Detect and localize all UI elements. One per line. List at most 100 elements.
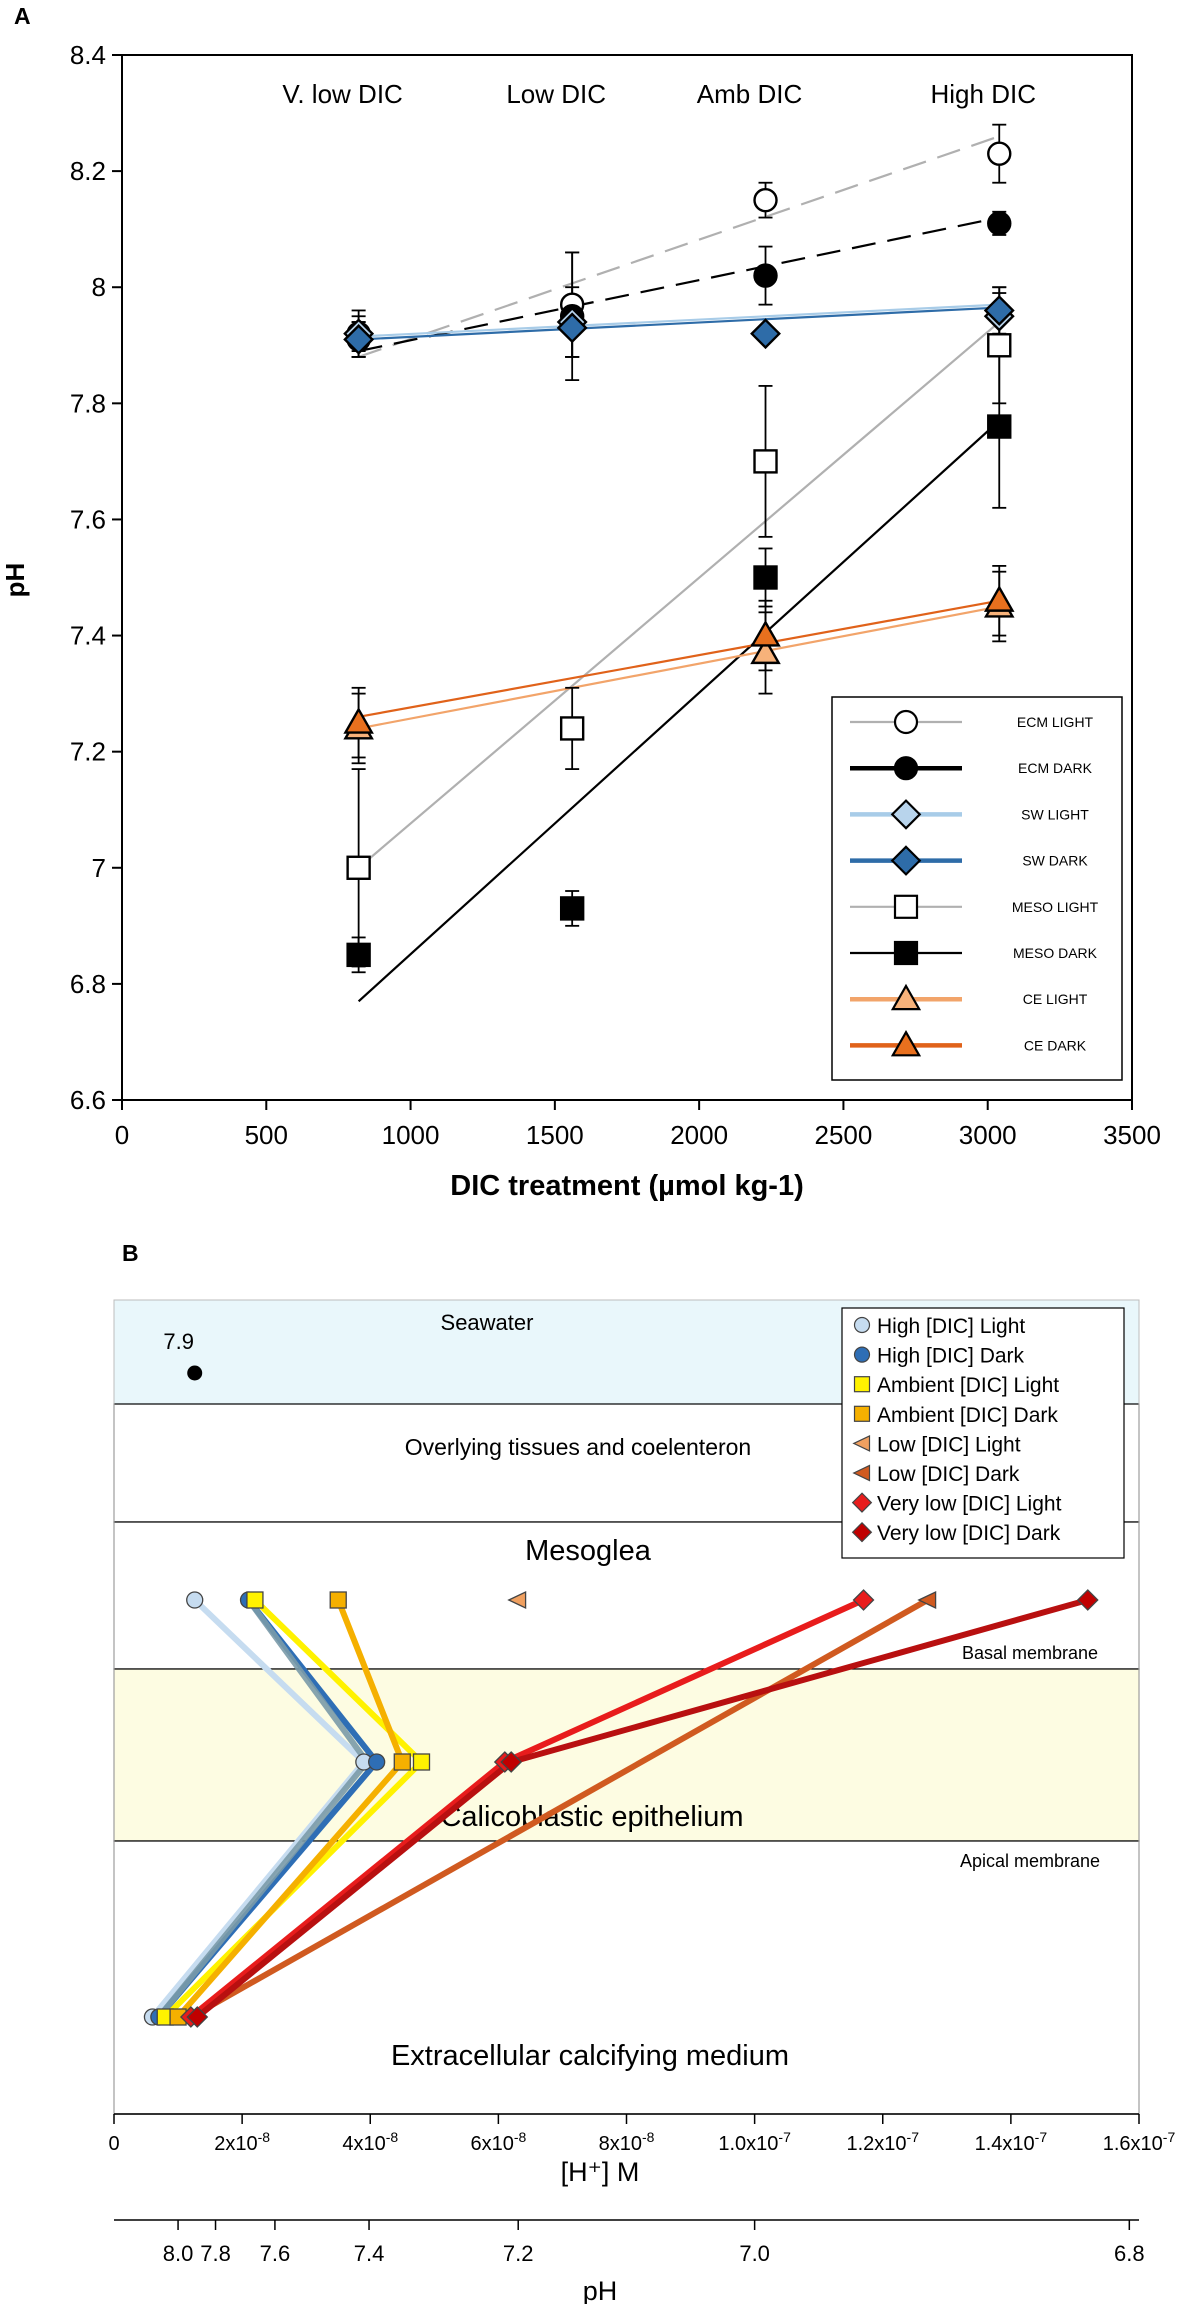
profile-point (412, 1753, 431, 1771)
x-tick-label-a: 3000 (959, 1120, 1017, 1150)
category-label: Low DIC (506, 79, 606, 109)
ph-tick-label: 6.8 (1114, 2241, 1145, 2266)
legend-label-b: Very low [DIC] Dark (877, 1522, 1061, 1545)
data-point (750, 318, 781, 350)
x-tick-label-a: 500 (245, 1120, 288, 1150)
fit-line (358, 216, 1000, 353)
layer-mesoglea: Mesoglea (525, 1535, 652, 1567)
ph-tick-label: 8.0 (163, 2241, 194, 2266)
legend-items-a: ECM LIGHT ECM DARK SW LIGHT SW DARK MESO LIG… (850, 709, 1099, 1057)
x-tick-label-a: 1000 (382, 1120, 440, 1150)
y-tick-label-a: 7 (92, 853, 106, 883)
h-tick-exponent: -8 (386, 2129, 399, 2145)
data-point (556, 312, 588, 344)
legend-marker (890, 1029, 922, 1057)
profile-point (507, 1590, 527, 1610)
profile-points-b (143, 1589, 1099, 2028)
legend-label: CE LIGHT (1023, 991, 1088, 1007)
h-tick-label: 4x10-8 (342, 2129, 398, 2155)
legend-label-b: Ambient [DIC] Light (877, 1374, 1059, 1397)
y-tick-label-a: 7.6 (70, 504, 106, 534)
legend-a (831, 696, 1123, 1081)
data-point (987, 414, 1012, 439)
calicoblastic-band (113, 1668, 1140, 1842)
y-tick-label-a: 8.4 (70, 40, 106, 70)
fit-line (357, 419, 1000, 1003)
legend-b (841, 1307, 1125, 1559)
data-point (559, 896, 585, 921)
h-axis-label: [H⁺] M (561, 2157, 640, 2187)
seawater-point: 7.9 (163, 1329, 203, 1381)
h-tick-exponent: -7 (1035, 2129, 1048, 2145)
data-point (987, 141, 1012, 166)
data-point (346, 942, 371, 968)
h-tick-label: 1.4x10-7 (975, 2129, 1048, 2155)
category-label: V. low DIC (282, 79, 402, 109)
y-tick-label-a: 8 (92, 272, 106, 302)
legend-label: MESO DARK (1013, 945, 1098, 961)
panel-b: B Seawater Overlying tissues and coelent… (108, 1240, 1175, 2304)
data-point (987, 333, 1012, 358)
legend-label: ECM DARK (1018, 760, 1093, 776)
basal-membrane-label: Basal membrane (962, 1643, 1098, 1663)
legend-label: MESO LIGHT (1012, 899, 1099, 915)
legend-marker-b (851, 1492, 873, 1513)
profile-line (189, 1597, 930, 2020)
data-point (753, 187, 778, 213)
y-tick-label-a: 7.2 (70, 737, 106, 767)
profile-point (368, 1753, 386, 1771)
h-tick-exponent: -7 (907, 2129, 920, 2145)
fit-line (357, 321, 1000, 869)
fit-line (358, 135, 1000, 358)
legend-label: CE DARK (1024, 1037, 1087, 1053)
h-tick-label: 6x10-8 (470, 2129, 526, 2155)
legend-label-b: High [DIC] Light (877, 1315, 1025, 1338)
data-point (753, 449, 778, 474)
data-point (346, 855, 371, 880)
profile-point (1076, 1589, 1099, 1611)
legend-marker-b (853, 1346, 871, 1363)
h-tick-label: 1.0x10-7 (718, 2129, 791, 2155)
h-tick-label: 0 (108, 2133, 119, 2155)
ph-tick-label: 7.4 (354, 2241, 385, 2266)
legend-marker (893, 709, 919, 735)
layer-calicoblastic-epithelium: Calicoblastic epithelium (440, 1801, 743, 1833)
ph-tick-label: 7.8 (200, 2241, 231, 2266)
legend-marker-b (853, 1376, 871, 1393)
fit-line (358, 605, 1000, 730)
y-tick-label-a: 8.2 (70, 156, 106, 186)
h-tick-label: 1.6x10-7 (1103, 2129, 1176, 2155)
ph-axis-ticks: 8.0 7.8 7.6 7.4 7.2 7.0 6.8 (163, 2220, 1145, 2266)
y-axis-a: 6.6 6.8 7 7.2 7.4 7.6 7.8 8 8.2 8.4 (70, 40, 122, 1115)
data-point (753, 263, 778, 288)
seawater-value: 7.9 (163, 1329, 194, 1354)
profile-point (246, 1591, 264, 1609)
layer-overlying-tissues: Overlying tissues and coelenteron (405, 1434, 751, 1460)
profile-point (917, 1590, 937, 1610)
category-label: Amb DIC (697, 79, 802, 109)
data-points-a (343, 141, 1015, 968)
legend-marker (890, 983, 922, 1011)
data-point (343, 324, 375, 355)
h-tick-label: 8x10-8 (599, 2129, 655, 2155)
fit-lines-a (357, 135, 1000, 1003)
data-point (987, 211, 1012, 236)
category-label: High DIC (931, 79, 1036, 109)
h-tick-exponent: -8 (642, 2129, 655, 2145)
h-tick-exponent: -8 (258, 2129, 271, 2145)
data-point (559, 716, 585, 741)
legend-marker-b (851, 1521, 873, 1543)
y-tick-label-a: 7.8 (70, 388, 106, 418)
x-tick-label-a: 2500 (815, 1120, 873, 1150)
legend-marker (893, 756, 919, 781)
seawater-marker (187, 1365, 203, 1381)
x-tick-label-a: 1500 (526, 1120, 584, 1150)
h-tick-label: 2x10-8 (214, 2129, 270, 2155)
legend-marker (893, 940, 919, 966)
legend-label: SW DARK (1022, 853, 1088, 869)
profile-point (329, 1591, 347, 1609)
data-point (343, 707, 374, 734)
x-tick-label-a: 3500 (1103, 1120, 1161, 1150)
x-axis-a: 0 500 1000 1500 2000 2500 3000 3500 (115, 1100, 1161, 1150)
